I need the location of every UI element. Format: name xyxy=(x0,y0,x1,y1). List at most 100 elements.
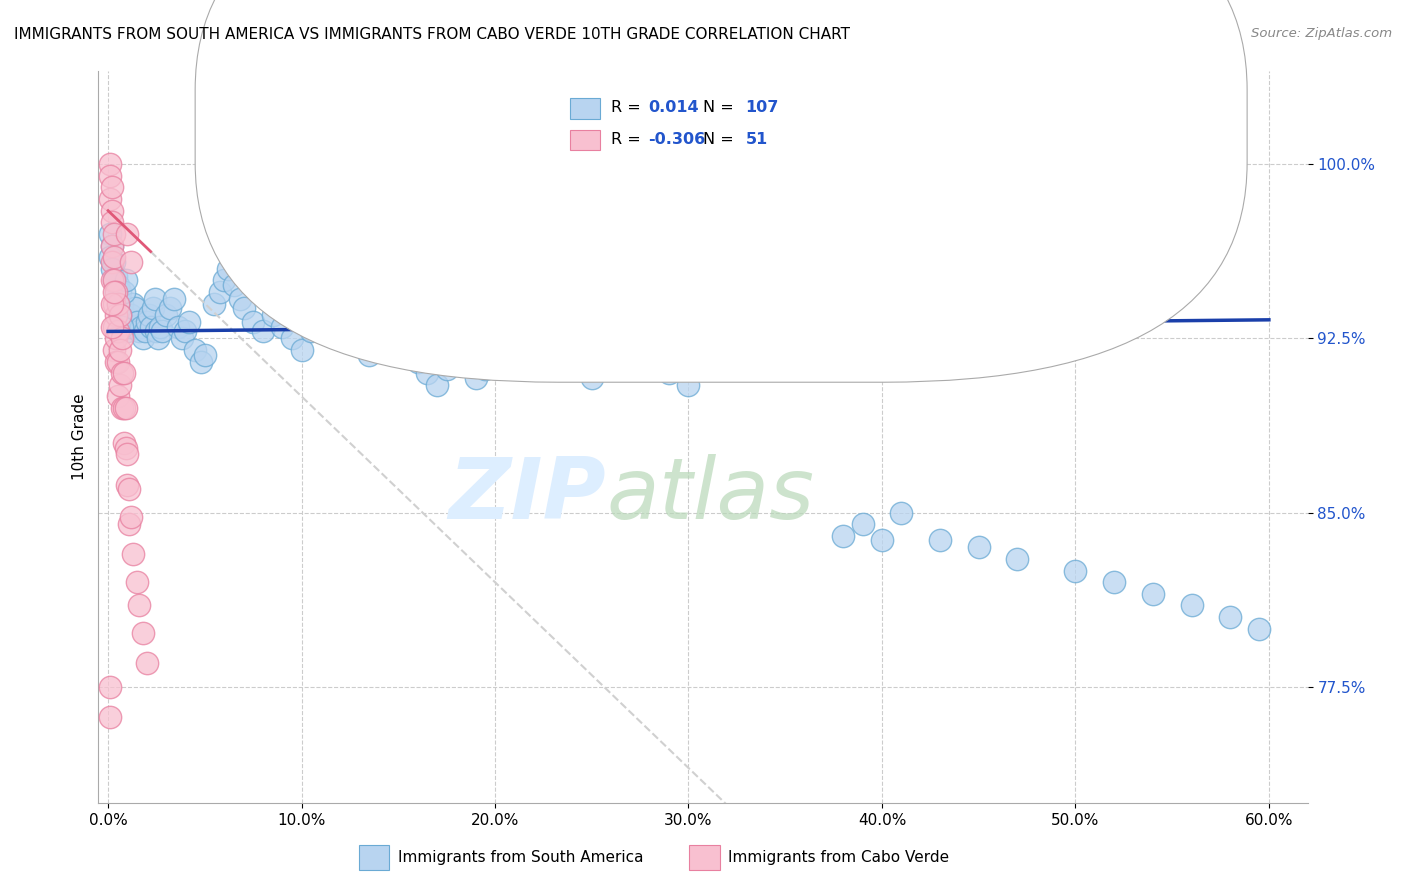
Point xyxy=(252,325,274,339)
Point xyxy=(108,308,131,322)
Point xyxy=(368,331,391,345)
Bar xyxy=(569,130,600,151)
Point xyxy=(387,325,409,339)
Point xyxy=(148,331,170,345)
Point xyxy=(166,319,188,334)
Point xyxy=(108,343,131,357)
Point xyxy=(359,348,381,362)
Point xyxy=(190,354,212,368)
Point xyxy=(108,285,131,299)
Point xyxy=(104,268,127,283)
Point xyxy=(484,319,506,334)
Point xyxy=(122,296,145,310)
Point xyxy=(127,575,149,590)
Point xyxy=(678,377,700,392)
Point xyxy=(112,436,135,450)
Point xyxy=(329,315,352,329)
Bar xyxy=(569,98,600,119)
Point xyxy=(967,541,990,555)
Point xyxy=(159,301,181,316)
Point xyxy=(134,325,156,339)
Point xyxy=(103,319,125,334)
Point xyxy=(104,285,127,299)
Point xyxy=(222,277,245,292)
Point xyxy=(281,331,304,345)
Point xyxy=(217,261,239,276)
Point xyxy=(155,308,177,322)
Point xyxy=(523,343,546,357)
Point xyxy=(107,277,129,292)
Point xyxy=(832,529,855,543)
Point xyxy=(184,343,207,357)
Point xyxy=(107,325,129,339)
Point xyxy=(117,227,139,241)
Point xyxy=(143,292,166,306)
Point xyxy=(98,680,121,694)
Text: -0.306: -0.306 xyxy=(648,132,706,147)
Point xyxy=(122,547,145,561)
Text: Source: ZipAtlas.com: Source: ZipAtlas.com xyxy=(1251,27,1392,40)
Point xyxy=(98,227,121,241)
Point xyxy=(735,338,758,352)
Point xyxy=(773,361,796,376)
Point xyxy=(454,338,477,352)
Point xyxy=(271,319,294,334)
Text: 107: 107 xyxy=(745,101,779,115)
Point xyxy=(120,254,142,268)
Point xyxy=(101,254,124,268)
Point xyxy=(111,319,134,334)
Point xyxy=(406,354,429,368)
Point xyxy=(139,319,162,334)
Text: R =: R = xyxy=(612,132,641,147)
Point xyxy=(111,366,134,380)
Point xyxy=(120,510,142,524)
Point xyxy=(561,354,583,368)
Point xyxy=(124,301,146,316)
Point xyxy=(104,308,127,322)
Text: 51: 51 xyxy=(745,132,768,147)
Point xyxy=(111,296,134,310)
Point xyxy=(101,203,124,218)
Point xyxy=(1142,587,1164,601)
Point xyxy=(1180,599,1202,613)
Point xyxy=(103,343,125,357)
Point xyxy=(111,401,134,415)
Point xyxy=(103,227,125,241)
Text: Immigrants from South America: Immigrants from South America xyxy=(398,850,644,864)
Point xyxy=(101,238,124,252)
Point xyxy=(1007,552,1029,566)
Point xyxy=(658,343,681,357)
Point xyxy=(600,361,623,376)
Point xyxy=(290,343,312,357)
Point xyxy=(103,285,125,299)
Text: N =: N = xyxy=(703,101,734,115)
Point xyxy=(108,308,131,322)
Point xyxy=(117,477,139,491)
Point xyxy=(117,325,139,339)
Point xyxy=(112,308,135,322)
Point xyxy=(112,285,135,299)
Point xyxy=(1249,622,1271,636)
Point xyxy=(416,366,439,380)
Point xyxy=(114,315,136,329)
Point xyxy=(658,366,681,380)
Point xyxy=(117,448,139,462)
Point xyxy=(696,354,718,368)
Point xyxy=(581,371,603,385)
Point xyxy=(101,261,124,276)
Point xyxy=(929,533,952,548)
Text: 0.014: 0.014 xyxy=(648,101,699,115)
Point xyxy=(212,273,235,287)
Point xyxy=(170,331,193,345)
Point xyxy=(98,192,121,206)
Point xyxy=(638,331,661,345)
Point xyxy=(107,296,129,310)
Point xyxy=(104,331,127,345)
Point xyxy=(129,319,152,334)
Point xyxy=(377,319,399,334)
Point xyxy=(174,325,197,339)
Point xyxy=(103,250,125,264)
Point xyxy=(98,157,121,171)
Point xyxy=(396,343,419,357)
Point xyxy=(101,296,124,310)
